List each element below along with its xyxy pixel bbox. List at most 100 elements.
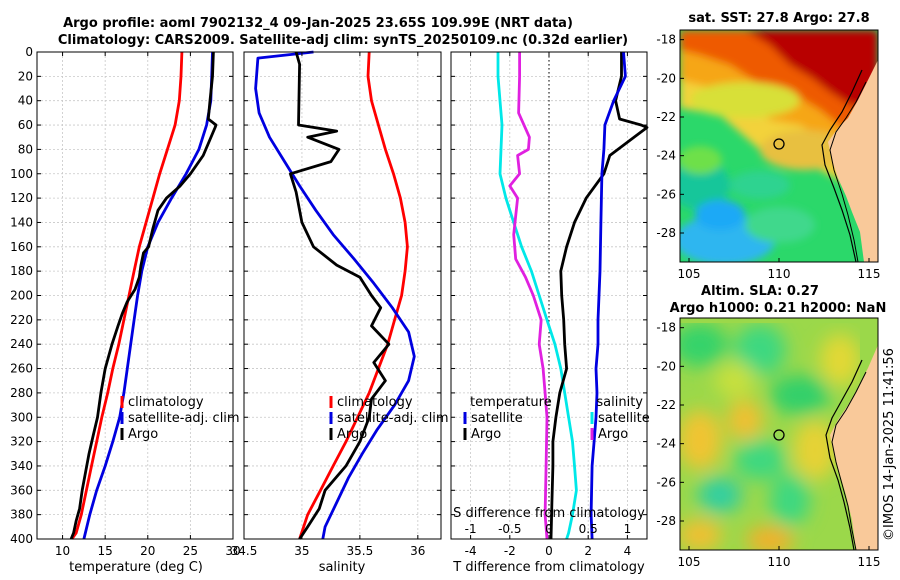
x-tick-label: 4	[624, 544, 632, 558]
x-tick-label: 10	[55, 544, 70, 558]
legend-argo-label: Argo	[128, 427, 158, 442]
y-tick-label: 320	[10, 435, 33, 449]
sla-land	[830, 345, 878, 550]
sst-argo-marker	[773, 138, 785, 150]
map-y-tick-label: -18	[656, 321, 676, 335]
y-tick-label: 200	[10, 289, 33, 303]
y-tick-label: 100	[10, 167, 33, 181]
y-tick-label: 140	[10, 215, 33, 229]
x-tick-label: 2	[584, 544, 592, 558]
y-tick-label: 240	[10, 337, 33, 351]
y-tick-label: 360	[10, 483, 33, 497]
x-tick-label: -4	[465, 544, 477, 558]
legend-salinity-title: salinity	[596, 395, 643, 410]
top-x-tick-label: 0	[545, 522, 553, 536]
map-x-tick-label: 110	[768, 555, 791, 569]
legend-t-argo-label: Argo	[471, 427, 501, 442]
x-tick-label: 35.5	[347, 544, 374, 558]
temperature-legend: climatology satellite-adj. clim Argo	[120, 395, 240, 442]
sst-land	[828, 60, 878, 262]
difference-top-xlabel: S difference from climatology	[453, 506, 645, 521]
y-tick-label: 60	[18, 118, 33, 132]
difference-xlabel: T difference from climatology	[452, 560, 645, 575]
y-tick-label: 280	[10, 386, 33, 400]
map-y-tick-label: -24	[656, 437, 676, 451]
x-tick-label: 25	[183, 544, 198, 558]
y-tick-label: 300	[10, 410, 33, 424]
x-tick-label: 34.5	[231, 544, 258, 558]
map-x-tick-label: 115	[858, 267, 881, 281]
top-x-tick-label: 0.5	[579, 522, 598, 536]
map-x-tick-label: 105	[678, 267, 701, 281]
y-tick-label: 260	[10, 362, 33, 376]
top-x-tick-label: -1	[465, 522, 477, 536]
y-tick-label: 220	[10, 313, 33, 327]
map-y-tick-label: -28	[656, 226, 676, 240]
legend-climatology-label: climatology	[337, 395, 413, 410]
series-line-climatology	[70, 51, 184, 540]
legend-s-argo-label: Argo	[598, 427, 628, 442]
map-x-tick-label: 110	[768, 267, 791, 281]
sst-map-title: sat. SST: 27.8 Argo: 27.8	[688, 11, 869, 26]
series-line-satellite-adj-clim	[82, 51, 214, 540]
top-x-tick-label: 1	[624, 522, 632, 536]
difference-legend: temperature satellite Argo salinity sate…	[463, 395, 650, 442]
legend-climatology-label: climatology	[128, 395, 204, 410]
sla-argo-marker	[773, 429, 785, 441]
y-tick-label: 340	[10, 459, 33, 473]
sst-field	[680, 30, 878, 262]
map-x-tick-label: 115	[858, 555, 881, 569]
x-tick-label: 15	[98, 544, 113, 558]
legend-t-satellite-label: satellite	[471, 411, 523, 426]
x-tick-label: 20	[140, 544, 155, 558]
map-y-tick-label: -20	[656, 71, 676, 85]
map-y-tick-label: -22	[656, 398, 676, 412]
map-y-tick-label: -20	[656, 359, 676, 373]
salinity-legend: climatology satellite-adj. clim Argo	[329, 395, 449, 442]
map-y-tick-label: -22	[656, 110, 676, 124]
map-y-tick-label: -26	[656, 475, 676, 489]
sla-map-subtitle: Argo h1000: 0.21 h2000: NaN	[670, 301, 887, 316]
temperature-panel: 0 20 40 60 80 100 120 140 160 180 200 220 240 260 280 3…	[10, 45, 241, 575]
sst-map-panel: sat. SST: 27.8 Argo: 27.8	[656, 11, 880, 281]
x-tick-label: 0	[545, 544, 553, 558]
series-line-s-argo	[508, 52, 549, 540]
series-line-s-satellite	[589, 51, 627, 540]
imos-watermark: ©IMOS 14-Jan-2025 11:41:56	[882, 348, 897, 541]
sla-map-panel: Altim. SLA: 0.27 Argo h1000: 0.21 h2000:…	[656, 284, 886, 569]
x-tick-label: 30	[225, 544, 240, 558]
map-x-tick-label: 105	[678, 555, 701, 569]
x-tick-label: -2	[504, 544, 516, 558]
map-y-tick-label: -24	[656, 149, 676, 163]
series-line-argo	[288, 51, 391, 540]
y-tick-label: 0	[25, 45, 33, 59]
y-tick-label: 80	[18, 142, 33, 156]
series-line-satellite-adj-clim	[254, 50, 416, 540]
legend-argo-label: Argo	[337, 427, 367, 442]
series-line-t-argo	[549, 52, 649, 540]
sla-map-title: Altim. SLA: 0.27	[701, 284, 819, 299]
legend-temperature-title: temperature	[470, 395, 552, 410]
salinity-xlabel: salinity	[319, 560, 366, 575]
y-tick-label: 400	[10, 532, 33, 546]
figure-title-line2: Climatology: CARS2009. Satellite-adj cli…	[58, 33, 628, 48]
legend-satellite-label: satellite-adj. clim	[337, 411, 449, 426]
figure-title-line1: Argo profile: aoml 7902132_4 09-Jan-2025…	[63, 16, 573, 31]
top-x-tick-label: -0.5	[498, 522, 521, 536]
y-tick-label: 160	[10, 240, 33, 254]
x-tick-label: 36	[410, 544, 425, 558]
series-line-t-satellite	[496, 52, 578, 540]
sla-field	[680, 318, 878, 550]
y-tick-label: 380	[10, 508, 33, 522]
map-y-tick-label: -18	[656, 33, 676, 47]
y-tick-label: 40	[18, 94, 33, 108]
legend-s-satellite-label: satellite	[598, 411, 650, 426]
legend-satellite-label: satellite-adj. clim	[128, 411, 240, 426]
salinity-panel: 34.5 35 35.5 36 salinity climatology satell…	[231, 50, 449, 575]
y-tick-label: 120	[10, 191, 33, 205]
x-tick-label: 35	[294, 544, 309, 558]
difference-panel: -4 -2 0 2 4 S difference from climatology -1…	[450, 51, 650, 575]
map-y-tick-label: -28	[656, 514, 676, 528]
y-tick-label: 20	[18, 69, 33, 83]
